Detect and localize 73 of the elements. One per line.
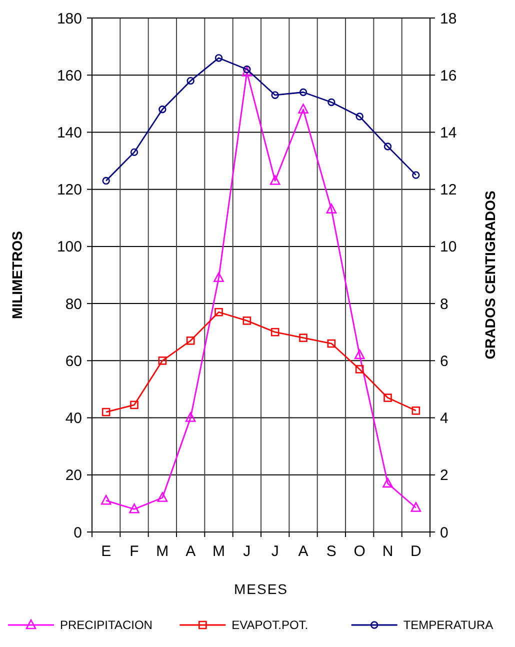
point (299, 88, 308, 96)
point (382, 478, 393, 488)
point (356, 112, 364, 120)
y-tick-label: 80 (65, 296, 82, 313)
point (384, 142, 392, 150)
point (100, 494, 112, 505)
point (271, 91, 279, 99)
y2-tick-label: 14 (440, 124, 457, 142)
x-tick-label: N (382, 543, 394, 560)
point (157, 492, 168, 502)
point (326, 204, 337, 214)
point (185, 412, 196, 422)
point (130, 400, 138, 410)
y-tick-label: 40 (65, 410, 82, 428)
point (102, 408, 110, 416)
point (158, 106, 166, 114)
point (130, 148, 138, 156)
point (298, 104, 308, 114)
point (355, 365, 364, 374)
point (242, 316, 252, 325)
x-tick-label: A (186, 543, 196, 560)
x-tick-label: M (212, 543, 225, 560)
y2-tick-label: 18 (440, 10, 457, 28)
point (412, 406, 420, 415)
y-axis-title: MILIMETROS (9, 231, 25, 319)
legend-label: PRECIPITACION (60, 618, 152, 632)
y2-tick-label: 2 (440, 467, 448, 484)
y2-tick-label: 12 (440, 182, 457, 199)
y-tick-label: 160 (56, 67, 82, 84)
y-tick-label: 180 (56, 10, 82, 28)
x-tick-label: S (326, 543, 336, 560)
x-tick-label: D (410, 543, 422, 560)
y-tick-label: 20 (65, 467, 82, 484)
y-tick-label: 100 (56, 238, 82, 256)
y-tick-label: 60 (65, 352, 82, 370)
y-tick-label: 120 (56, 182, 82, 199)
point (270, 175, 280, 185)
y2-axis-title: GRADOS CENTIGRADOS (482, 190, 498, 360)
point (186, 336, 195, 345)
point (412, 171, 420, 179)
y2-tick-label: 10 (440, 238, 457, 256)
point (102, 176, 110, 185)
point (214, 272, 224, 282)
legend-label: TEMPERATURA (403, 618, 494, 632)
point (214, 54, 223, 62)
y-tick-label: 140 (56, 124, 82, 142)
y-tick-label: 0 (74, 524, 82, 542)
point (410, 502, 422, 512)
point (186, 76, 194, 85)
y2-tick-label: 4 (440, 410, 448, 428)
y2-tick-label: 0 (440, 524, 448, 542)
point (327, 339, 336, 348)
y2-tick-label: 8 (440, 296, 448, 313)
x-tick-label: A (298, 543, 308, 560)
x-tick-label: M (156, 543, 169, 560)
point (158, 356, 167, 365)
x-tick-label: J (243, 543, 251, 560)
point (299, 334, 308, 342)
x-tick-label: E (101, 543, 112, 560)
point (384, 394, 392, 402)
x-tick-label: J (271, 543, 279, 560)
point (214, 308, 223, 316)
legend-label: EVAPOT.POT. (232, 618, 308, 632)
x-tick-label: F (130, 543, 139, 560)
point (354, 349, 365, 360)
point (328, 98, 336, 106)
point (242, 66, 252, 76)
point (270, 328, 280, 336)
point (129, 504, 140, 514)
y2-tick-label: 6 (440, 352, 448, 370)
y2-tick-label: 16 (440, 67, 457, 84)
x-axis-title: MESES (234, 581, 288, 597)
x-tick-label: O (354, 543, 366, 560)
